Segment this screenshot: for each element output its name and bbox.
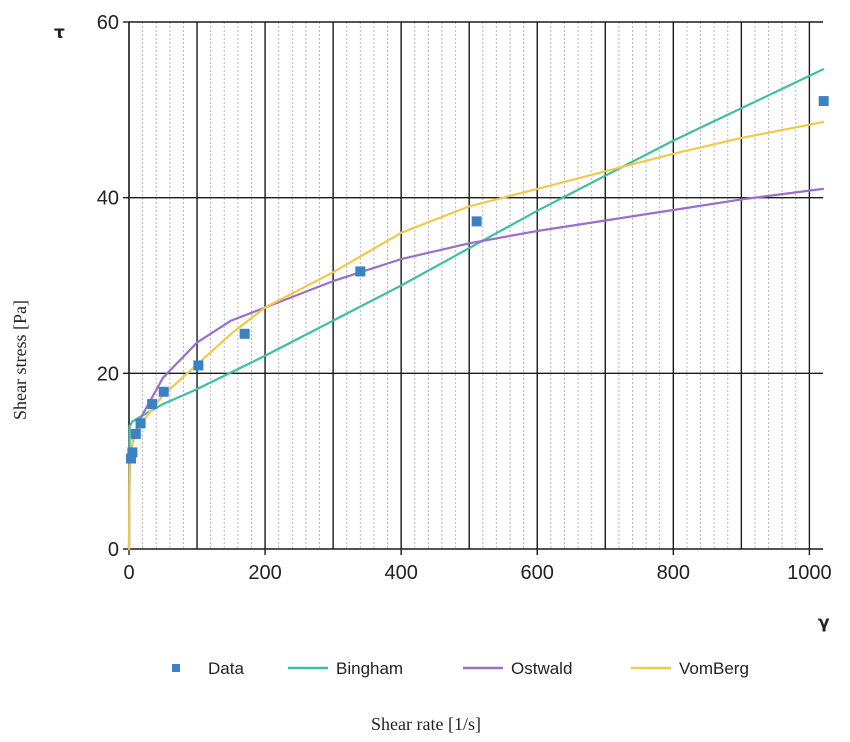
series-line-bingham [127,68,825,551]
data-point [818,96,829,107]
x-axis-symbol: γ [818,613,830,633]
fit-curves [127,68,825,551]
y-tick-label: 0 [108,539,119,561]
legend: Data Bingham Ostwald VomBerg [172,659,749,678]
x-tick-label: 400 [384,562,417,584]
legend-marker-data [172,664,180,672]
y-axis-symbol: τ [54,23,65,43]
data-point [126,453,137,464]
legend-label-ostwald: Ostwald [511,659,572,678]
x-tick-label: 1000 [787,562,832,584]
series-line-ostwald [127,187,825,551]
x-tick-label: 800 [657,562,690,584]
x-tick-label: 600 [521,562,554,584]
major-gridlines [123,21,823,555]
data-point [471,216,482,227]
x-tick-label: 200 [248,562,281,584]
x-tick-label: 0 [123,562,134,584]
tick-labels: 0 200 400 600 800 1000 0 20 40 60 [97,12,832,584]
data-point [127,447,138,458]
data-points [126,96,829,464]
y-axis-label: Shear stress [Pa] [10,300,30,420]
data-point [239,328,250,339]
y-tick-label: 60 [97,12,119,34]
data-point [355,266,366,277]
y-tick-label: 40 [97,188,119,210]
data-point [147,399,158,410]
legend-label-bingham: Bingham [336,659,403,678]
data-point [158,386,169,397]
legend-label-data: Data [208,659,244,678]
y-tick-label: 20 [97,363,119,385]
series-line-vomberg [127,120,825,551]
data-point [135,418,146,429]
legend-label-vomberg: VomBerg [679,659,749,678]
x-axis-label: Shear rate [1/s] [371,714,481,734]
data-point [130,428,141,439]
data-point [193,360,204,371]
